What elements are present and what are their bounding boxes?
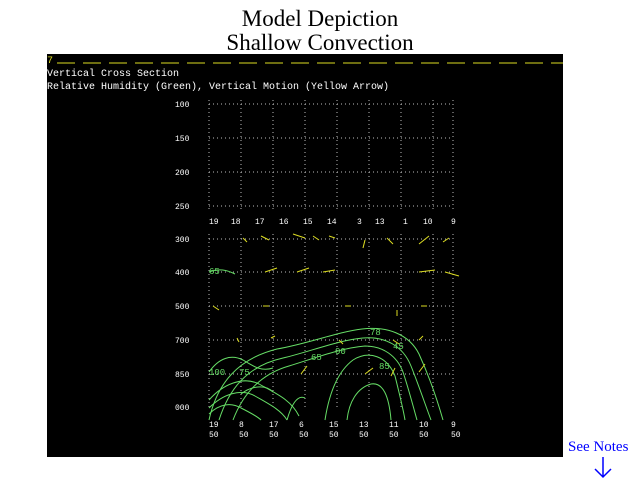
motion-arrow xyxy=(390,367,396,377)
motion-arrow xyxy=(242,237,248,243)
motion-arrow xyxy=(418,363,426,373)
motion-arrow xyxy=(300,365,308,375)
station-label-bottom: 50 xyxy=(209,431,219,440)
motion-arrow xyxy=(418,335,424,341)
motion-arrow xyxy=(236,337,240,343)
motion-arrow xyxy=(418,235,430,245)
pressure-axis: 100 150 200 250 300 400 500 700 850 000 xyxy=(175,101,190,413)
contour-labels: 65 78 00 65 85 45 100 75 xyxy=(209,267,404,378)
humidity-contours xyxy=(208,269,444,421)
motion-arrow xyxy=(322,269,336,273)
station-label-bottom: 50 xyxy=(269,431,279,440)
humidity-contour xyxy=(208,356,274,373)
station-label-top: 13 xyxy=(359,421,369,430)
pressure-label: 150 xyxy=(175,135,190,144)
pressure-label: 100 xyxy=(175,101,190,110)
humidity-contour xyxy=(346,383,392,421)
vertical-motion-arrows xyxy=(212,233,460,377)
motion-arrow xyxy=(260,235,270,241)
plot-subtitle: Relative Humidity (Green), Vertical Moti… xyxy=(47,81,389,93)
station-label-top: 15 xyxy=(329,421,339,430)
humidity-contour xyxy=(208,327,444,421)
station-label-bottom: 50 xyxy=(239,431,249,440)
station-label: 1 xyxy=(403,218,408,227)
humidity-contour xyxy=(286,396,306,421)
humidity-contour xyxy=(240,386,274,395)
motion-arrow xyxy=(212,305,220,311)
humidity-contour xyxy=(208,392,288,421)
station-label: 16 xyxy=(279,218,289,227)
pressure-label: 850 xyxy=(175,371,190,380)
slide-title-line2: Shallow Convection xyxy=(226,30,414,55)
humidity-contour xyxy=(208,404,262,421)
plot-title: Vertical Cross Section xyxy=(47,68,179,80)
station-label-top: 8 xyxy=(239,421,244,430)
motion-arrow xyxy=(338,339,344,345)
contour-label: 75 xyxy=(239,368,250,378)
contour-label: 65 xyxy=(311,353,322,363)
motion-arrow xyxy=(292,233,306,239)
contour-label: 85 xyxy=(379,362,390,372)
pressure-label: 400 xyxy=(175,269,190,278)
station-label-bottom: 50 xyxy=(329,431,339,440)
station-label: 9 xyxy=(451,218,456,227)
station-label-bottom: 50 xyxy=(359,431,369,440)
station-label-top: 10 xyxy=(419,421,429,430)
station-label: 15 xyxy=(303,218,313,227)
contour-label: 65 xyxy=(209,267,220,277)
humidity-contour xyxy=(232,345,418,421)
station-label-bottom: 50 xyxy=(419,431,429,440)
humidity-contour xyxy=(218,337,432,421)
station-label-top: 6 xyxy=(299,421,304,430)
pressure-label: 200 xyxy=(175,169,190,178)
see-notes-link[interactable]: See Notes xyxy=(568,439,629,455)
humidity-contour xyxy=(324,354,406,421)
station-label: 17 xyxy=(255,218,265,227)
pressure-label: 300 xyxy=(175,236,190,245)
slide-title-line1: Model Depiction xyxy=(241,6,399,31)
motion-arrow xyxy=(386,237,394,245)
pressure-label: 250 xyxy=(175,203,190,212)
contour-label: 78 xyxy=(370,328,381,338)
pressure-label: 700 xyxy=(175,337,190,346)
motion-arrow xyxy=(270,335,276,339)
motion-arrow xyxy=(362,239,366,249)
motion-arrow xyxy=(328,235,336,239)
station-label-bottom: 50 xyxy=(389,431,399,440)
station-label: 18 xyxy=(231,218,241,227)
motion-arrow xyxy=(312,235,320,241)
station-label-top: 17 xyxy=(269,421,279,430)
humidity-contour xyxy=(208,380,300,417)
humidity-contour xyxy=(208,269,236,275)
motion-arrow xyxy=(264,267,278,273)
station-label: 14 xyxy=(327,218,337,227)
station-label: 13 xyxy=(375,218,385,227)
contour-label: 45 xyxy=(393,342,404,352)
pressure-label: 000 xyxy=(175,404,190,413)
motion-arrow xyxy=(418,269,436,273)
contour-label: 00 xyxy=(335,347,346,357)
station-label-top: 9 xyxy=(451,421,456,430)
pressure-label: 500 xyxy=(175,303,190,312)
motion-arrow xyxy=(444,271,460,277)
station-label-bottom: 50 xyxy=(451,431,461,440)
header-mark: 7 xyxy=(47,56,53,67)
plot-grid xyxy=(208,100,454,409)
motion-arrow xyxy=(392,339,400,345)
station-label: 10 xyxy=(423,218,433,227)
contour-label: 100 xyxy=(209,368,225,378)
station-label: 3 xyxy=(357,218,362,227)
station-label-top: 11 xyxy=(389,421,399,430)
down-arrow-icon[interactable] xyxy=(592,456,614,480)
motion-arrow xyxy=(442,237,450,243)
station-label-bottom: 50 xyxy=(299,431,309,440)
motion-arrow xyxy=(364,367,374,375)
cross-section-plot: 7 Vertical Cross Section Relative Humidi… xyxy=(47,54,563,457)
top-station-axis: 19 18 17 16 15 14 3 13 1 10 9 xyxy=(209,218,456,227)
station-label: 19 xyxy=(209,218,219,227)
station-label-top: 19 xyxy=(209,421,219,430)
motion-arrow xyxy=(296,267,310,273)
